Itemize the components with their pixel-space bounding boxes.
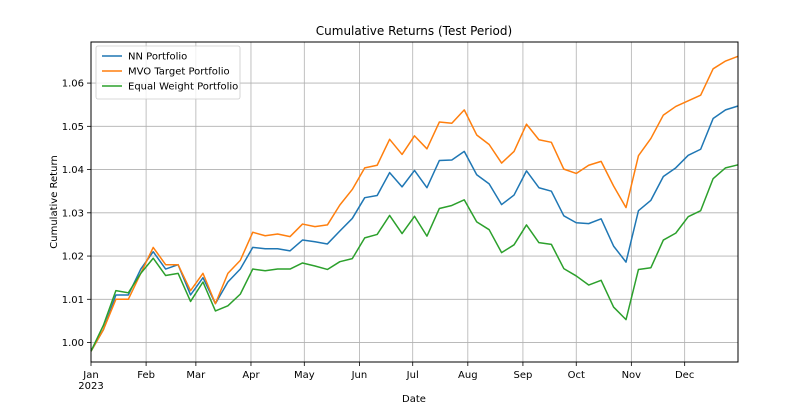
x-tick-label: Dec [675, 370, 694, 381]
legend: NN Portfolio MVO Target Portfolio Equal We… [95, 45, 241, 100]
x-tick-label: Jul [406, 370, 419, 381]
series-line-3 [90, 164, 739, 352]
x-tick-label: Feb [137, 370, 155, 381]
x-tick-label: Aug [458, 370, 478, 381]
y-tick-label: 1.03 [62, 208, 84, 219]
plot-frame [90, 41, 739, 363]
y-axis: 1.00 1.01 1.02 1.03 1.04 1.05 1.06 [62, 79, 91, 349]
x-tick-label: Sep [513, 370, 532, 381]
legend-label: Equal Weight Portfolio [128, 82, 238, 93]
x-tick-label: Oct [568, 370, 585, 381]
legend-label: MVO Target Portfolio [128, 67, 230, 78]
legend-label: NN Portfolio [128, 52, 187, 63]
x-tick-label: Mar [186, 370, 206, 381]
y-tick-label: 1.00 [62, 338, 84, 349]
y-axis-label: Cumulative Return [49, 155, 60, 248]
series-line-2 [90, 55, 739, 352]
y-tick-label: 1.02 [62, 252, 84, 263]
x-tick-label: Jan [82, 370, 98, 381]
x-tick-label: Apr [242, 370, 260, 381]
x-tick-sublabel: 2023 [78, 381, 103, 392]
chart-title: Cumulative Returns (Test Period) [316, 24, 512, 38]
legend-box [95, 45, 241, 100]
y-tick-label: 1.05 [62, 122, 84, 133]
x-tick-label: May [294, 370, 315, 381]
y-tick-label: 1.04 [62, 165, 84, 176]
y-tick-label: 1.01 [62, 295, 84, 306]
series-layer [90, 55, 739, 352]
x-axis-label: Date [402, 394, 426, 403]
series-line-1 [90, 105, 739, 352]
y-tick-label: 1.06 [62, 79, 84, 90]
x-tick-label: Jun [351, 370, 368, 381]
x-tick-label: Nov [622, 370, 642, 381]
